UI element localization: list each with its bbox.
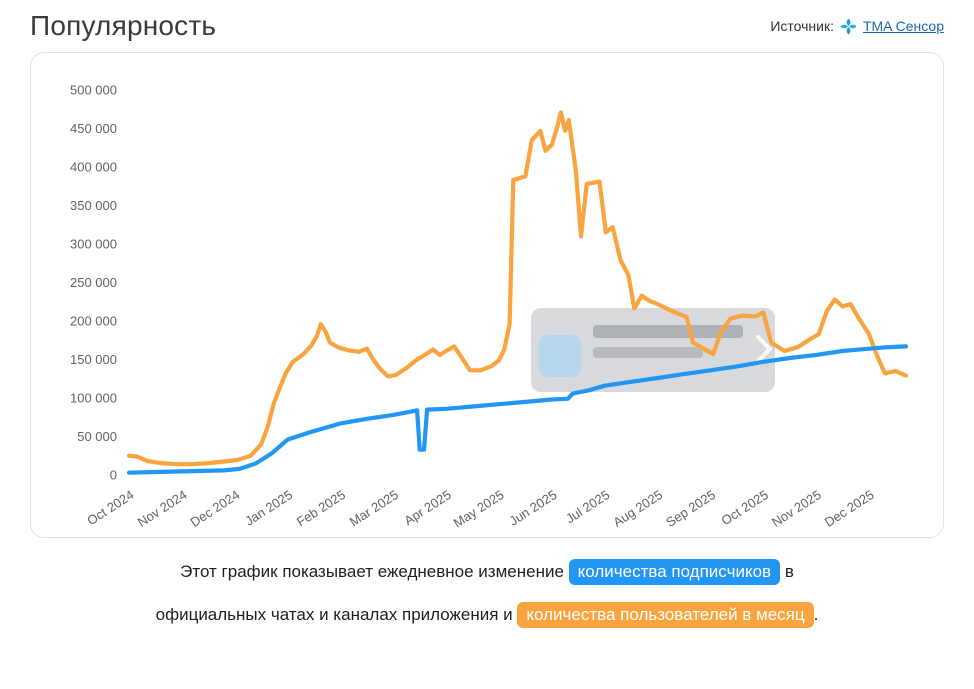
x-axis-tick-label: Jun 2025	[506, 487, 559, 529]
y-axis-tick-label: 250 000	[70, 275, 117, 290]
header: Популярность Источник: TMA Сенсор	[30, 10, 944, 42]
subscribers-badge: количества подписчиков	[568, 559, 781, 585]
x-axis-tick-label: Mar 2025	[347, 487, 401, 529]
monthly-users-line	[126, 110, 909, 467]
y-axis-tick-label: 50 000	[77, 429, 117, 444]
x-axis-tick-label: Feb 2025	[294, 487, 348, 530]
caption-text-4: .	[813, 605, 819, 625]
y-axis-tick-label: 0	[110, 468, 117, 483]
caption-text-1: Этот график показывает ежедневное измене…	[180, 562, 564, 581]
x-axis-tick-label: Sep 2025	[663, 487, 718, 530]
x-axis-tick-label: Nov 2025	[769, 487, 824, 530]
y-axis-tick-label: 300 000	[70, 237, 117, 252]
tma-sensor-logo-icon	[839, 17, 858, 36]
x-axis-tick-label: Jan 2025	[242, 487, 295, 529]
y-axis-tick-label: 500 000	[70, 83, 117, 98]
source-attribution: Источник: TMA Сенсор	[770, 17, 944, 36]
caption-line-2: официальных чатах и каналах приложения и…	[14, 601, 960, 629]
x-axis-tick-label: Nov 2024	[135, 487, 190, 530]
y-axis-tick-label: 100 000	[70, 391, 117, 406]
x-axis-tick-label: Aug 2025	[610, 487, 665, 530]
caption-line-1: Этот график показывает ежедневное измене…	[14, 558, 960, 585]
caption-text-2: в	[784, 562, 794, 581]
page-title: Популярность	[30, 10, 217, 41]
y-axis-tick-label: 350 000	[70, 198, 117, 213]
source-link[interactable]: TMA Сенсор	[862, 18, 944, 34]
monthly-users-badge: количества пользователей в месяц	[517, 602, 814, 629]
x-axis-tick-label: Oct 2025	[719, 487, 771, 528]
watermark-chevron-right-icon	[756, 335, 772, 363]
x-axis-tick-label: Oct 2024	[84, 487, 136, 528]
x-axis-tick-label: Apr 2025	[401, 487, 453, 528]
popularity-chart[interactable]: 0 50 000 100 000 150 000 200 000 250 000 300 0…	[37, 59, 938, 537]
y-axis-tick-label: 150 000	[70, 352, 117, 367]
caption-text-3: официальных чатах и каналах приложения и	[155, 605, 513, 625]
x-axis-tick-label: May 2025	[451, 487, 507, 531]
y-axis-tick-label: 450 000	[70, 121, 117, 136]
chart-card: 0 50 000 100 000 150 000 200 000 250 000 300 0…	[30, 52, 944, 538]
chart-caption: Этот график показывает ежедневное измене…	[14, 558, 960, 629]
source-label: Источник:	[770, 18, 834, 34]
x-axis-tick-label: Dec 2025	[822, 487, 877, 530]
subscribers-line	[126, 344, 909, 475]
y-axis-tick-label: 400 000	[70, 160, 117, 175]
y-axis-tick-label: 200 000	[70, 314, 117, 329]
x-axis-tick-label: Dec 2024	[187, 487, 242, 530]
x-axis-tick-label: Jul 2025	[563, 487, 612, 526]
